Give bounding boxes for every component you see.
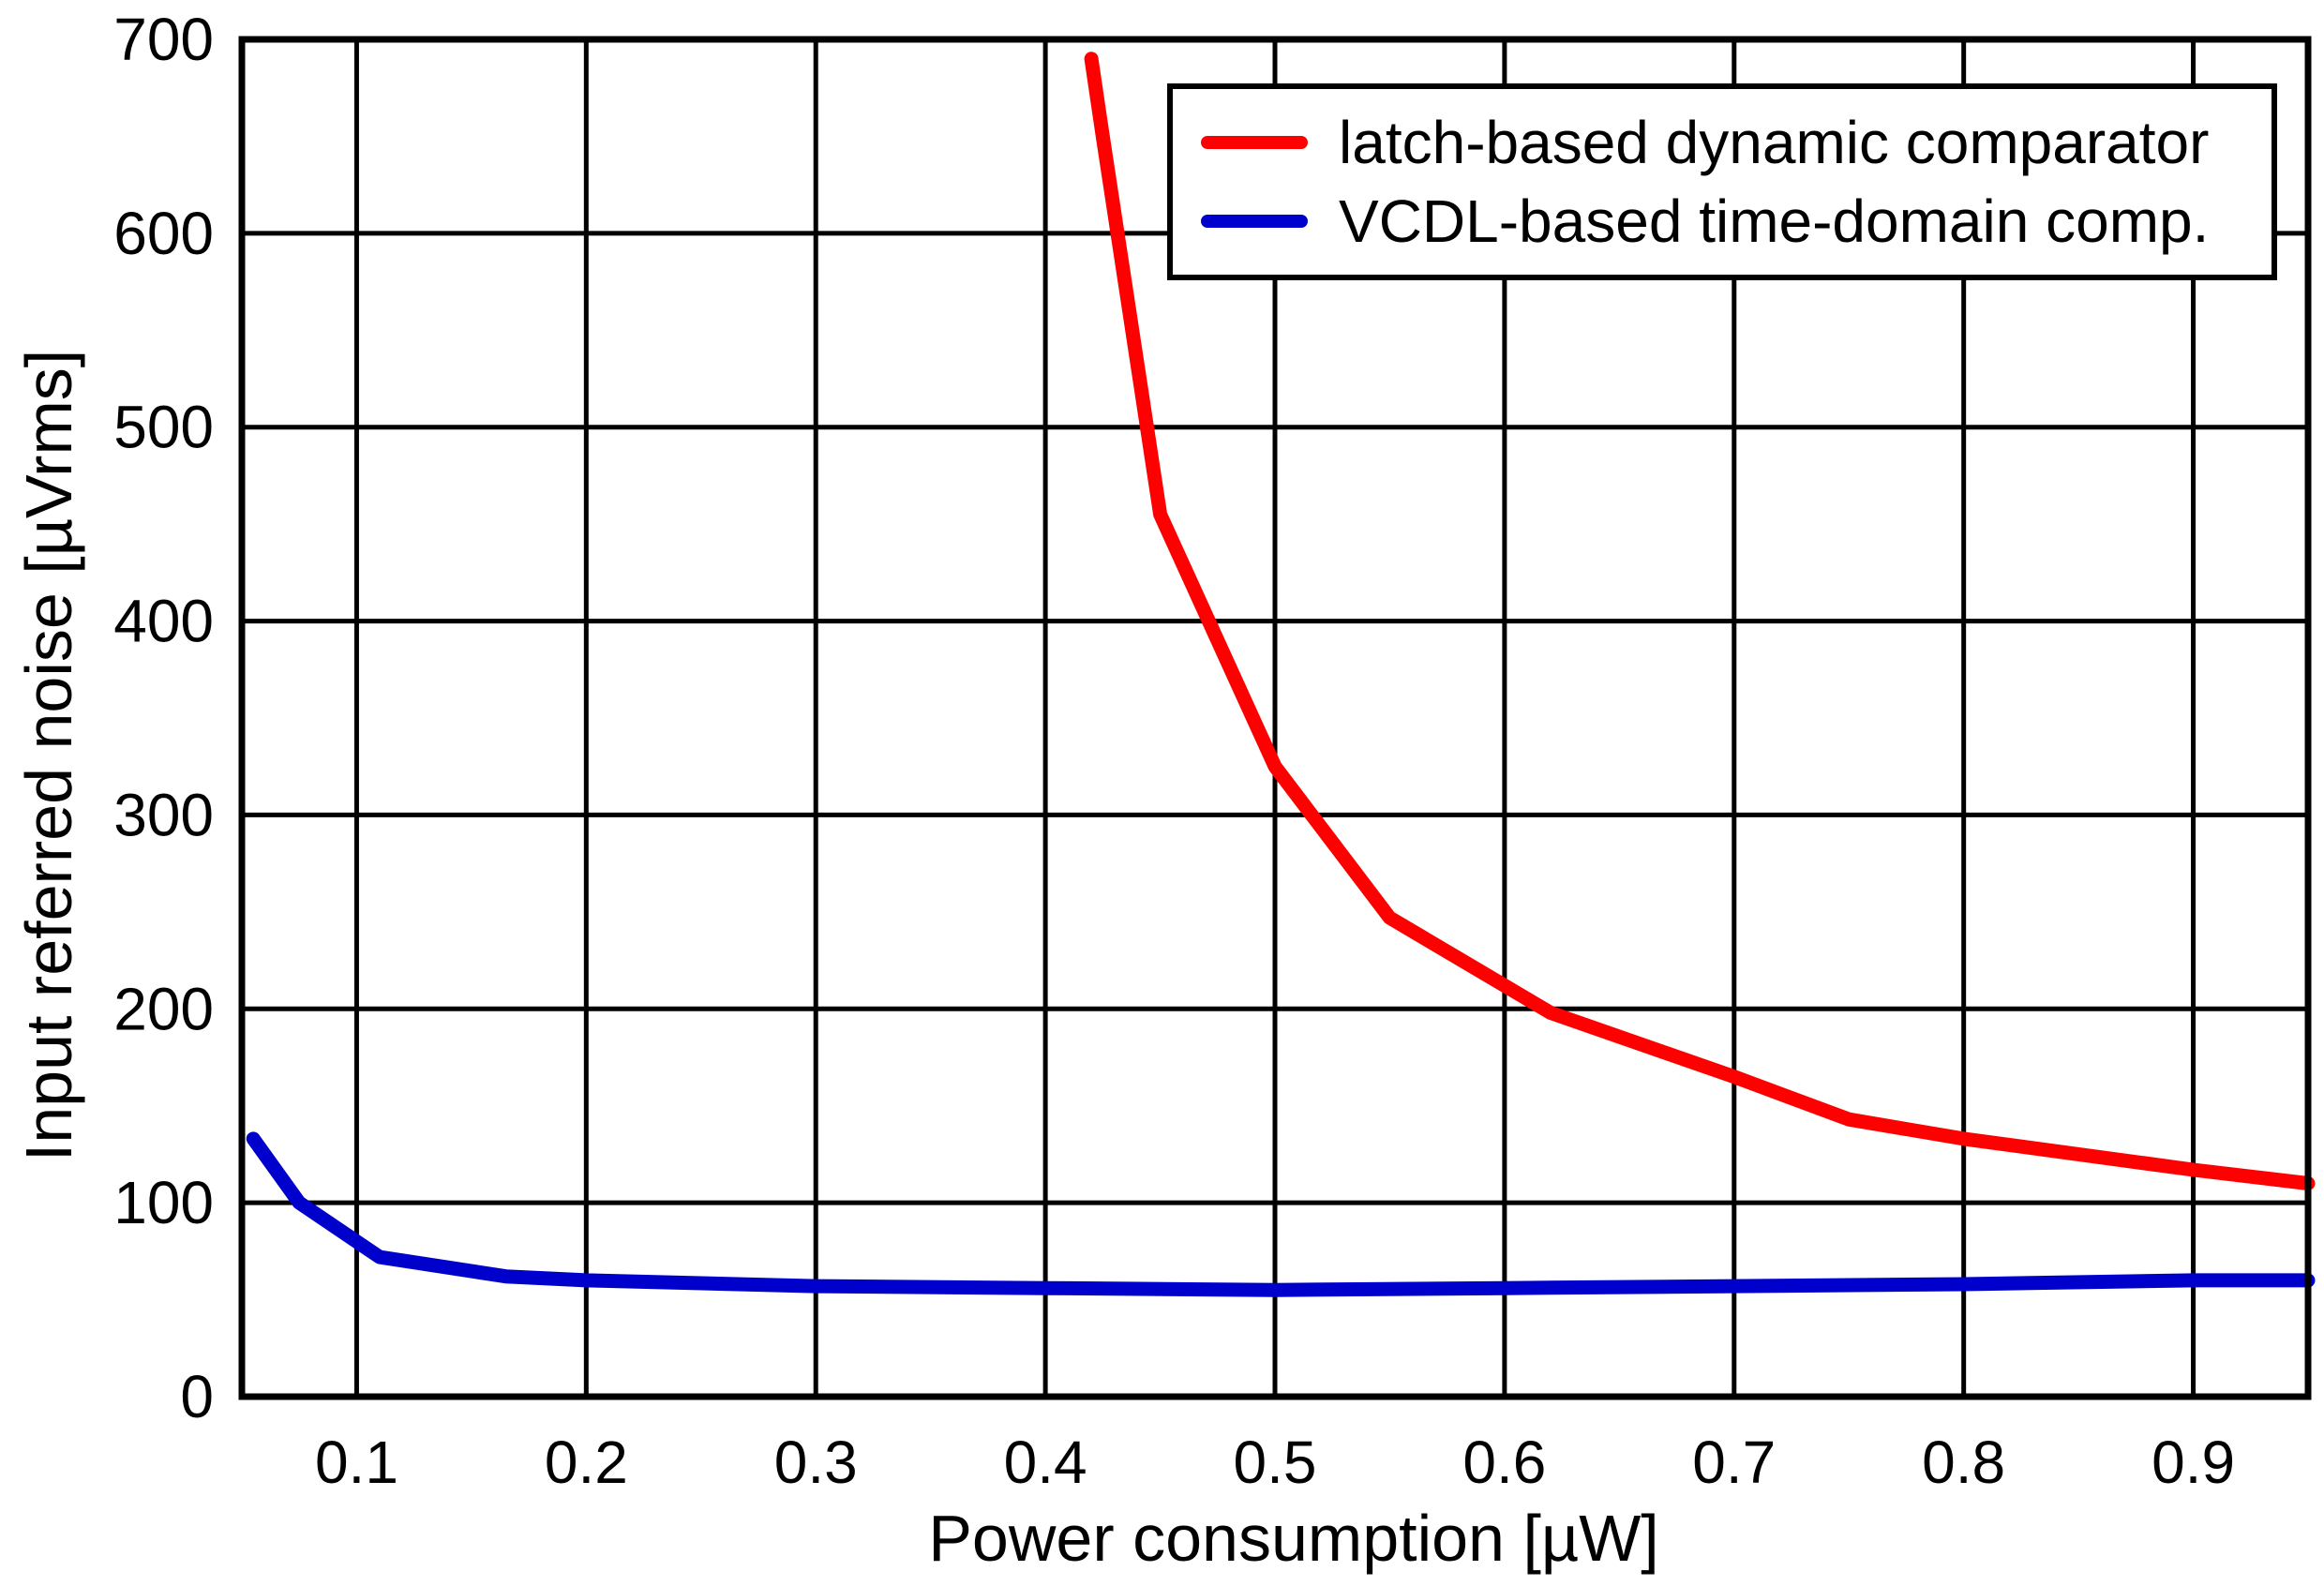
- y-tick-label: 0: [180, 1363, 214, 1430]
- x-tick-label: 0.5: [1234, 1429, 1317, 1496]
- x-tick-label: 0.7: [1692, 1429, 1776, 1496]
- x-tick-label: 0.8: [1922, 1429, 2005, 1496]
- y-tick-label: 500: [113, 394, 214, 461]
- y-tick-label: 600: [113, 200, 214, 267]
- y-tick-label: 200: [113, 975, 214, 1042]
- y-tick-label: 400: [113, 588, 214, 655]
- legend-label-latch: latch-based dynamic comparator: [1339, 109, 2209, 176]
- y-tick-label: 100: [113, 1169, 214, 1236]
- plot-frame: [238, 36, 2312, 1400]
- series-line-0: [1084, 52, 2316, 1190]
- x-tick-label: 0.2: [545, 1429, 628, 1496]
- x-tick-labels: 0.1 0.2 0.3 0.4 0.5 0.6 0.7 0.8 0.9: [315, 1429, 2235, 1496]
- y-tick-label: 700: [113, 6, 214, 73]
- x-tick-label: 0.3: [774, 1429, 858, 1496]
- x-axis-title: Power consumption [µW]: [928, 1502, 1659, 1575]
- legend-label-vcdl: VCDL-based time-domain comp.: [1339, 187, 2209, 255]
- legend-box: [1167, 83, 2277, 280]
- y-tick-labels: 0 100 200 300 400 500 600 700: [113, 6, 214, 1430]
- series-lines: [246, 52, 2316, 1297]
- y-tick-label: 300: [113, 781, 214, 848]
- legend: latch-based dynamic comparator VCDL-base…: [1167, 83, 2277, 280]
- x-tick-label: 0.6: [1462, 1429, 1546, 1496]
- x-tick-label: 0.4: [1004, 1429, 1087, 1496]
- series-line-1: [246, 1131, 2316, 1297]
- x-tick-label: 0.1: [315, 1429, 398, 1496]
- y-axis-title: Input referred noise [µVrms]: [12, 350, 85, 1161]
- x-tick-label: 0.9: [2152, 1429, 2235, 1496]
